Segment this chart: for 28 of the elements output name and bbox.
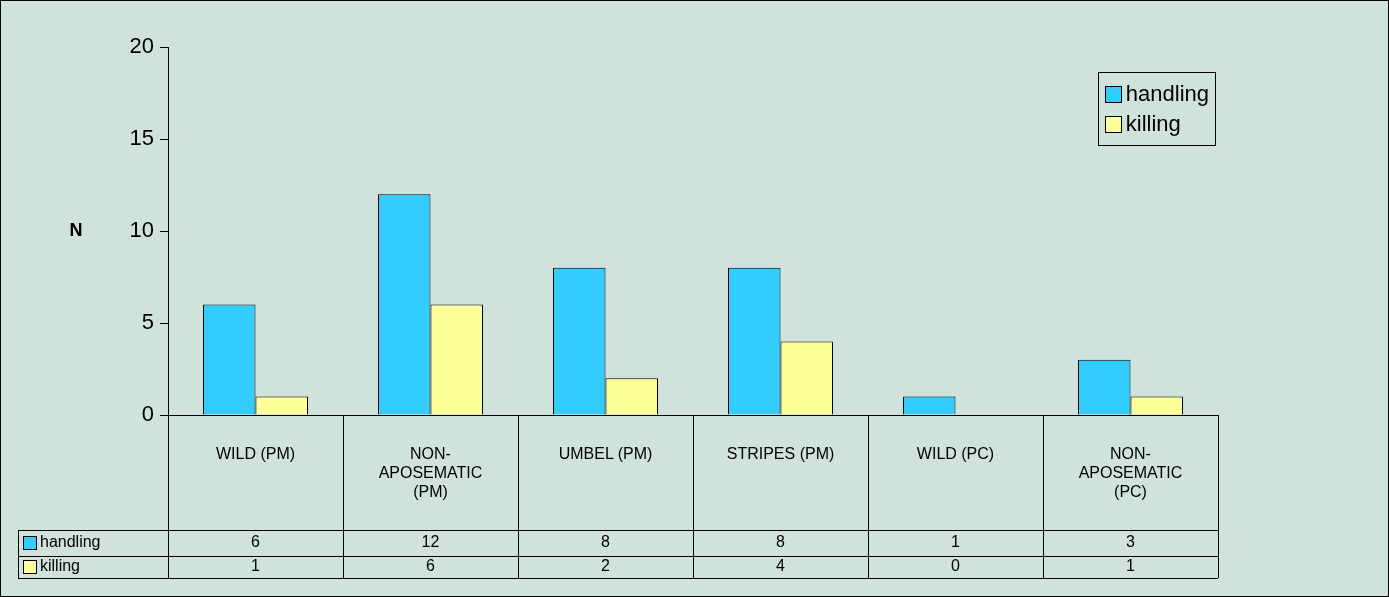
- x-tick-label: NON-APOSEMATIC (PM): [378, 445, 483, 501]
- data-label: 1: [251, 557, 261, 575]
- text: handling: [40, 533, 101, 551]
- data-label: 2: [601, 557, 611, 575]
- data-label: 6: [426, 557, 436, 575]
- legend-label: handling: [1125, 81, 1209, 107]
- y-tick-label: 5: [141, 309, 154, 335]
- x-tick-label: STRIPES (PM): [726, 445, 835, 463]
- legend-label: killing: [1125, 111, 1181, 137]
- y-tick-label: 15: [129, 125, 154, 151]
- data-label: 0: [951, 557, 961, 575]
- x-tick-label: WILD (PM): [215, 445, 296, 463]
- data-label: 6: [251, 533, 261, 551]
- x-tick-label: NON-APOSEMATIC (PC): [1078, 445, 1183, 501]
- data-label: 4: [776, 557, 786, 575]
- data-label: 8: [601, 533, 611, 551]
- data-label: 1: [1126, 557, 1136, 575]
- data-label: 1: [951, 533, 961, 551]
- y-tick-label: 10: [129, 217, 154, 243]
- x-tick-label: UMBEL (PM): [558, 445, 653, 463]
- x-tick-label: WILD (PC): [916, 445, 995, 463]
- text: killing: [40, 557, 81, 575]
- y-axis-title: N: [69, 219, 83, 240]
- y-tick-label: 20: [129, 33, 154, 59]
- data-label: 8: [776, 533, 786, 551]
- y-tick-label: 0: [141, 401, 154, 427]
- data-label: 3: [1126, 533, 1136, 551]
- data-label: 12: [421, 533, 440, 551]
